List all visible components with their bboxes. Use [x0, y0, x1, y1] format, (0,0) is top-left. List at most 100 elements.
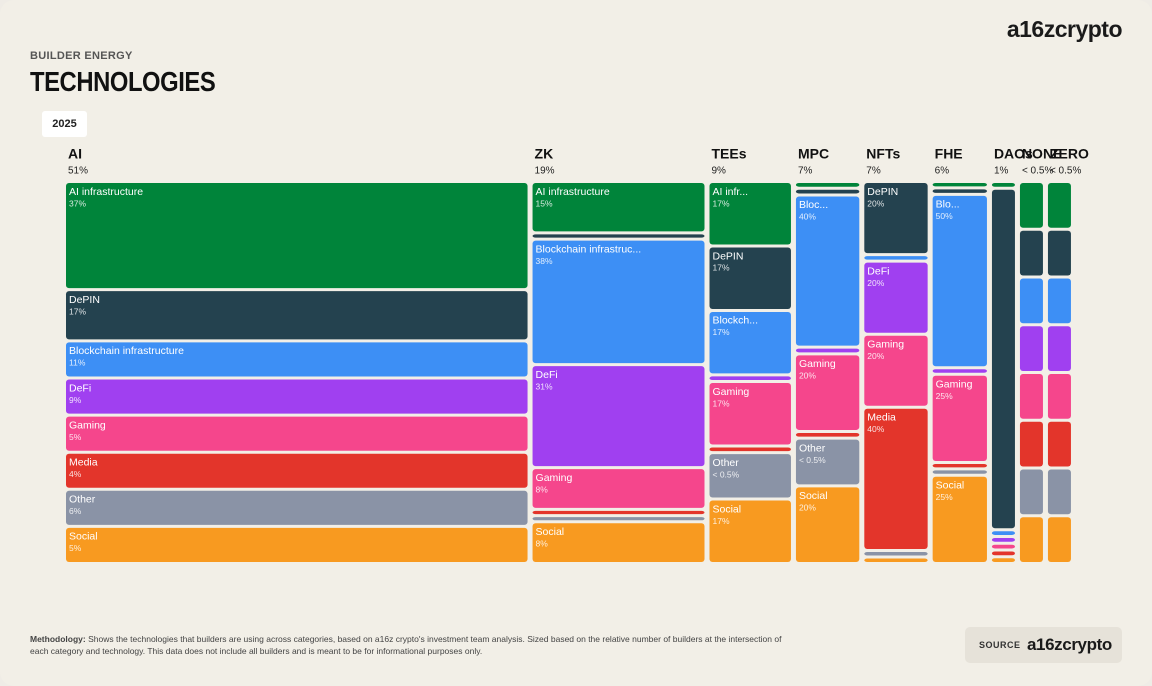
- segment-share: 25%: [936, 492, 953, 502]
- segment: [991, 551, 1015, 556]
- methodology: Methodology: Shows the technologies that…: [30, 633, 800, 657]
- segment: [709, 311, 791, 374]
- segment: [864, 558, 928, 562]
- column-share: < 0.5%: [1022, 166, 1054, 177]
- segment: [709, 447, 791, 452]
- segment: [532, 517, 705, 521]
- segment-label: Gaming: [69, 419, 106, 431]
- segment-share: < 0.5%: [799, 455, 826, 465]
- segment-label: Social: [536, 526, 565, 538]
- segment: [1047, 278, 1071, 324]
- segment: [709, 454, 791, 498]
- column: ZERO < 0.5%: [1047, 146, 1089, 562]
- segment: [532, 240, 705, 364]
- segment: [1019, 421, 1043, 467]
- segment: [932, 463, 987, 468]
- segment: [991, 183, 1015, 187]
- segment-share: 20%: [867, 198, 884, 208]
- segment: [932, 375, 987, 461]
- column-share: 9%: [712, 166, 727, 177]
- column-share: 7%: [866, 166, 881, 177]
- segment-share: 5%: [69, 543, 82, 553]
- segment: [532, 234, 705, 238]
- segment-label: DeFi: [867, 265, 889, 277]
- segment-share: 25%: [936, 391, 953, 401]
- segment-share: 9%: [69, 395, 82, 405]
- segment-share: 38%: [536, 256, 553, 266]
- segment: [864, 262, 928, 333]
- segment-share: 8%: [536, 484, 549, 494]
- segment-share: 17%: [713, 516, 730, 526]
- segment: [1019, 469, 1043, 515]
- source-label: SOURCE: [979, 640, 1021, 650]
- segment: [991, 537, 1015, 542]
- segment-share: 17%: [713, 327, 730, 337]
- segment-label: Other: [713, 457, 740, 469]
- segment: [795, 196, 860, 346]
- segment: [795, 189, 860, 194]
- column: DAOs 1%: [991, 146, 1033, 562]
- column-share: 7%: [798, 166, 813, 177]
- segment-share: 50%: [936, 211, 953, 221]
- column-name: MPC: [798, 146, 829, 162]
- column-name: TEEs: [712, 146, 747, 162]
- segment: [66, 342, 528, 377]
- segment: [1019, 326, 1043, 371]
- segment: [932, 195, 987, 367]
- segment-share: 6%: [69, 506, 82, 516]
- logo: a16zcrypto: [1006, 16, 1123, 42]
- segment: [1047, 374, 1071, 419]
- segment: [932, 369, 987, 373]
- segment-label: Social: [936, 480, 965, 492]
- column-share: 19%: [535, 166, 555, 177]
- segment: [991, 558, 1015, 562]
- segment-label: DePIN: [867, 186, 898, 198]
- segment: [532, 469, 705, 508]
- segment-label: DeFi: [536, 369, 558, 381]
- segment: [66, 453, 528, 488]
- segment: [709, 183, 791, 245]
- segment-label: Media: [69, 456, 98, 468]
- segment-share: 31%: [536, 381, 553, 391]
- segment: [66, 490, 528, 525]
- segment: [66, 527, 528, 562]
- column-share: 51%: [68, 166, 88, 177]
- segment: [1047, 326, 1071, 371]
- segment: [864, 551, 928, 556]
- segment-label: Social: [69, 531, 98, 543]
- segment: [795, 432, 860, 437]
- segment: [1047, 517, 1071, 562]
- segment-label: Blockch...: [713, 315, 759, 327]
- segment: [1019, 278, 1043, 324]
- column-share: 1%: [994, 166, 1009, 177]
- page-title: TECHNOLOGIES: [30, 66, 216, 97]
- column-name: ZERO: [1050, 146, 1089, 162]
- segment: [864, 256, 928, 260]
- segment-share: 17%: [713, 398, 730, 408]
- segment-share: 4%: [69, 469, 82, 479]
- segment: [864, 183, 928, 254]
- column-name: ZK: [535, 146, 554, 162]
- segment-label: AI infr...: [713, 186, 749, 198]
- kicker: BUILDER ENERGY: [30, 50, 133, 62]
- segment: [1019, 183, 1043, 228]
- segment-label: Blockchain infrastruc...: [536, 243, 642, 255]
- year-filter[interactable]: 2025: [42, 111, 87, 137]
- segment-label: AI infrastructure: [69, 186, 143, 198]
- segment: [932, 183, 987, 187]
- segment: [1019, 517, 1043, 562]
- segment: [66, 291, 528, 340]
- segment: [795, 348, 860, 353]
- segment: [66, 183, 528, 289]
- segment-label: Gaming: [867, 338, 904, 350]
- segment-label: AI infrastructure: [536, 186, 610, 198]
- segment: [532, 510, 705, 515]
- column-name: NONE: [1022, 146, 1062, 162]
- segment-label: Social: [713, 503, 742, 515]
- segment-share: < 0.5%: [713, 469, 740, 479]
- segment-label: Bloc...: [799, 199, 828, 211]
- segment: [795, 355, 860, 430]
